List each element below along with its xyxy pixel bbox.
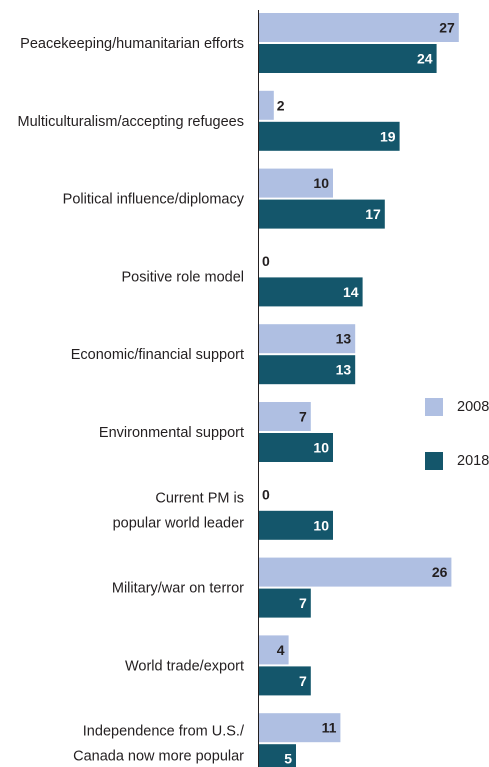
bar-2018-1 [259,44,437,73]
category-label-8: Military/war on terror [112,581,244,597]
category-label-9: World trade/export [125,658,244,674]
category-label-1: Peacekeeping/humanitarian efforts [20,36,244,52]
category-labels: Peacekeeping/humanitarian efforts Multicu… [18,36,245,765]
bar-2008-6 [259,402,311,431]
bar-2018-5 [259,355,356,385]
value-label-2008-9: 4 [277,642,285,658]
bar-2018-3 [259,199,385,229]
bar-2008-3 [259,168,333,198]
bar-2008-1 [259,13,459,42]
bar-2018-10 [259,744,296,767]
bar-2018-8 [259,588,311,618]
bar-2008-8 [259,557,452,587]
value-label-2018-9: 7 [299,673,307,689]
bar-2008-9 [259,635,289,665]
bar-2018-6 [259,433,333,462]
bar-2018-7 [259,510,333,540]
bar-2008-5 [259,324,356,354]
legend-label-2018: 2018 [457,453,489,469]
bar-2008-10 [259,713,341,743]
value-label-2018-8: 7 [299,595,307,611]
bar-2008-2 [259,90,274,120]
value-label-2018-10: 5 [284,751,292,767]
legend: 2008 2018 [425,398,489,470]
value-label-2008-3: 10 [313,175,329,191]
bar-2018-2 [259,121,400,151]
value-label-2018-2: 19 [380,128,396,144]
value-label-2008-8: 26 [432,564,448,580]
category-label-5: Economic/financial support [71,347,244,363]
value-label-2018-7: 10 [313,517,329,533]
category-label-10: Independence from U.S./Canada now more p… [73,724,245,765]
value-label-2008-2: 2 [277,97,285,113]
category-label-6: Environmental support [99,425,244,441]
value-label-2008-10: 11 [322,720,337,736]
value-label-2018-1: 24 [417,51,433,67]
category-label-2: Multiculturalism/accepting refugees [18,114,244,130]
category-label-4: Positive role model [122,269,245,285]
category-label-3: Political influence/diplomacy [63,192,245,208]
value-label-2008-1: 27 [439,20,455,36]
legend-swatch-2008 [425,398,443,416]
category-label-7: Current PM is popular world leader [113,490,245,531]
legend-label-2008: 2008 [457,399,489,415]
bar-2018-9 [259,666,311,696]
value-label-2008-4: 0 [262,253,270,269]
value-label-2018-6: 10 [313,440,329,456]
value-label-2008-6: 7 [299,409,307,425]
bar-2018-4 [259,277,363,307]
legend-swatch-2018 [425,452,443,470]
value-label-2008-5: 13 [336,331,352,347]
value-label-2018-5: 13 [336,362,352,378]
value-label-2018-3: 17 [365,206,381,222]
value-label-2008-7: 0 [262,486,270,502]
value-label-2018-4: 14 [343,284,359,300]
bars [259,13,459,767]
